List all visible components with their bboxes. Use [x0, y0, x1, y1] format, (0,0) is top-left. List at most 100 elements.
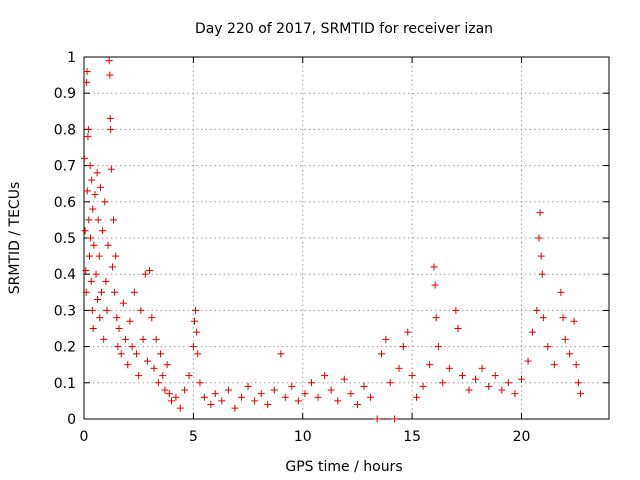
data-point [93, 169, 101, 177]
y-tick-label: 1 [67, 50, 76, 66]
data-point [257, 390, 265, 398]
data-point [106, 115, 114, 123]
data-point [85, 216, 93, 224]
y-tick-label: 0.7 [54, 159, 76, 175]
data-point [231, 404, 239, 412]
data-point [251, 397, 259, 405]
data-point [141, 270, 149, 278]
data-point [86, 162, 94, 170]
data-point [152, 335, 160, 343]
data-point [106, 71, 114, 79]
data-point [115, 325, 123, 332]
data-point [89, 325, 97, 332]
data-point [395, 364, 403, 372]
x-tick-label: 5 [189, 429, 198, 445]
y-tick-label: 0 [67, 412, 76, 428]
data-point [84, 133, 92, 141]
data-point [321, 372, 329, 380]
data-point [458, 372, 466, 380]
data-point [81, 227, 89, 235]
data-point [117, 350, 125, 358]
data-point [314, 393, 322, 401]
data-point [491, 372, 499, 380]
data-point [95, 252, 103, 260]
data-point [518, 375, 525, 383]
data-point [99, 227, 107, 235]
data-point [533, 306, 541, 314]
data-point [194, 350, 202, 358]
data-point [334, 397, 342, 405]
data-point [190, 317, 198, 325]
data-point [504, 379, 512, 387]
data-point [193, 328, 201, 336]
data-point [150, 364, 158, 372]
data-point [139, 335, 147, 343]
data-point [382, 335, 390, 343]
data-point [80, 154, 88, 162]
data-point [498, 386, 506, 394]
data-point [154, 379, 162, 387]
data-point [472, 375, 480, 383]
data-point [528, 328, 536, 336]
grid [84, 57, 609, 419]
x-axis-label: GPS time / hours [285, 459, 402, 475]
y-tick-label: 0.3 [54, 303, 76, 319]
data-point [485, 382, 493, 390]
data-point [391, 415, 399, 423]
data-point [207, 401, 215, 409]
x-tick-label: 0 [80, 429, 89, 445]
data-point [148, 314, 156, 322]
data-point [399, 343, 407, 351]
data-point [360, 382, 368, 390]
data-point [408, 372, 416, 380]
data-point [96, 314, 104, 322]
data-point [557, 288, 565, 296]
data-point [83, 78, 91, 86]
data-point [90, 241, 98, 249]
data-point [96, 183, 104, 191]
data-point [404, 328, 412, 336]
data-point [168, 397, 175, 405]
data-point [445, 364, 453, 372]
data-point [465, 386, 473, 394]
data-point [572, 361, 580, 369]
data-point [432, 314, 440, 322]
data-point [211, 390, 219, 398]
data-point [89, 205, 97, 213]
data-point [157, 350, 165, 358]
data-point [181, 386, 189, 394]
data-point [88, 176, 96, 184]
data-point [288, 382, 296, 390]
data-point [200, 393, 208, 401]
data-point [159, 372, 167, 380]
x-tick-label: 15 [403, 429, 421, 445]
data-point [218, 397, 226, 405]
data-point [308, 379, 315, 387]
data-point [538, 270, 546, 278]
data-point [264, 401, 272, 409]
data-point [434, 343, 442, 351]
data-point [98, 288, 105, 296]
data-point [559, 314, 567, 322]
data-point [113, 314, 121, 322]
data-point [539, 314, 547, 322]
data-point [452, 306, 460, 314]
data-point [92, 270, 100, 278]
data-point [454, 325, 462, 332]
data-point [114, 343, 122, 351]
data-point [87, 234, 95, 242]
data-point [185, 372, 193, 380]
data-point [373, 415, 381, 423]
data-point [574, 379, 582, 387]
data-point [94, 216, 102, 224]
data-point [163, 361, 171, 369]
y-tick-label: 0.2 [54, 340, 76, 356]
data-point [537, 252, 545, 260]
data-point [83, 187, 91, 195]
data-point [196, 379, 204, 387]
data-point [137, 306, 145, 314]
data-point [566, 350, 574, 358]
data-point [561, 335, 569, 343]
data-point [101, 198, 109, 206]
